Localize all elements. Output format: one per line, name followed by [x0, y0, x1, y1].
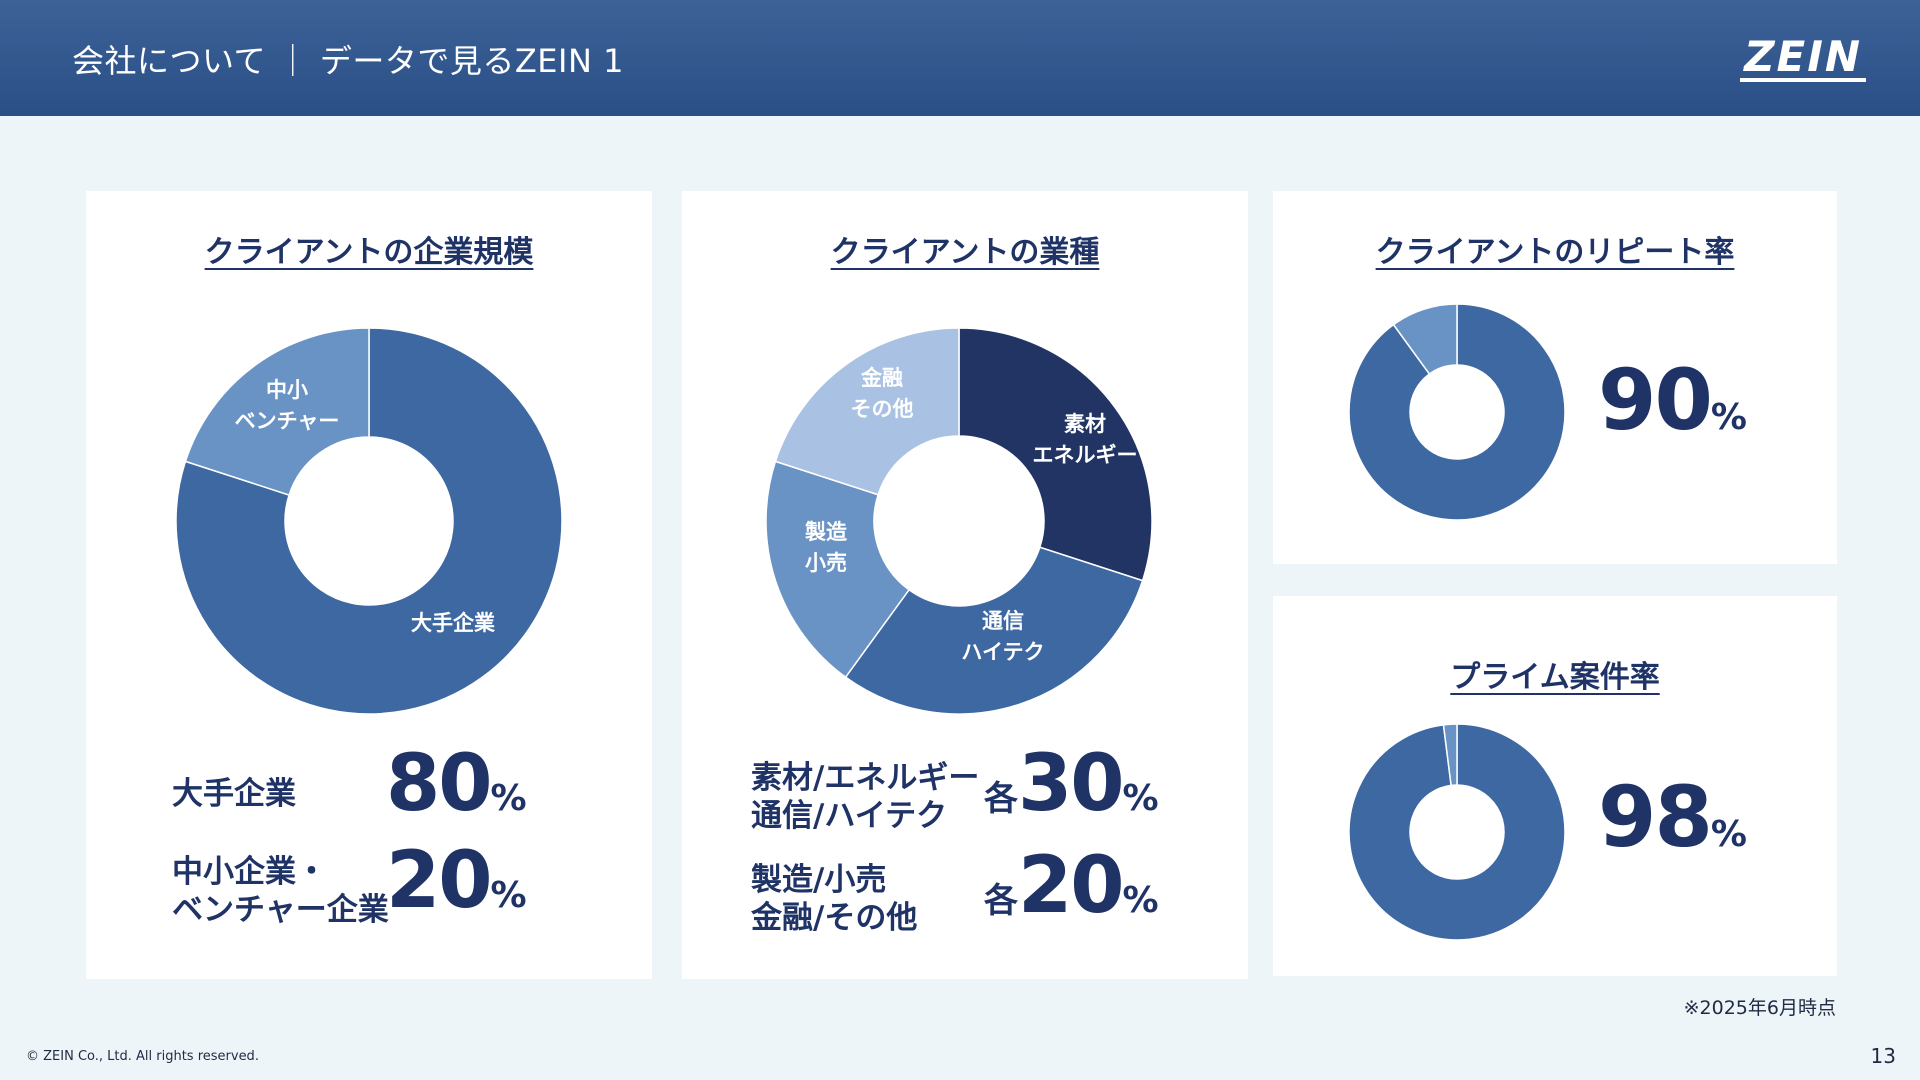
donut-repeat-rate	[1348, 303, 1566, 521]
donut-slice	[958, 327, 1153, 582]
card-title: クライアントの企業規模	[204, 235, 534, 270]
stat-value-small: 20%	[386, 836, 527, 926]
card-client-industry: クライアントの業種 素材 エネルギー 通信 ハイテク 製造 小売 金融 その他 …	[682, 191, 1248, 979]
segment-label-telecom: 通信	[982, 609, 1024, 633]
segment-label-finance: その他	[851, 397, 914, 421]
donut-client-scale: 大手企業 中小 ベンチャー	[175, 327, 563, 715]
stat-label-large: 大手企業	[172, 776, 296, 812]
header-bar: 会社について ｜ データで見るZEIN 1 ZEIN	[0, 0, 1920, 116]
stat-value-prime: 98%	[1598, 768, 1747, 866]
segment-label-retail: 製造	[804, 520, 848, 544]
segment-label-large: 大手企業	[411, 611, 496, 635]
donut-slice	[844, 546, 1144, 715]
segment-label-small: 中小	[266, 378, 308, 402]
date-note: ※2025年6月時点	[1683, 997, 1836, 1019]
card-title: クライアントのリピート率	[1375, 235, 1735, 270]
donut-prime-rate	[1348, 723, 1566, 941]
stat-label-industry-30: 素材/エネルギー 通信/ハイテク	[751, 760, 980, 834]
segment-label-finance: 金融	[860, 366, 903, 390]
donut-client-industry: 素材 エネルギー 通信 ハイテク 製造 小売 金融 その他	[765, 327, 1153, 715]
stat-value-repeat: 90%	[1598, 351, 1747, 449]
card-repeat-rate: クライアントのリピート率 90%	[1273, 191, 1837, 564]
zein-logo: ZEIN	[1740, 36, 1866, 82]
card-prime-rate: プライム案件率 98%	[1273, 596, 1837, 976]
segment-label-retail: 小売	[805, 551, 847, 575]
donut-slices	[765, 327, 1153, 715]
donut-slice	[1348, 723, 1566, 941]
donut-slices	[1348, 723, 1566, 941]
donut-slices	[175, 327, 563, 715]
page-title: 会社について ｜ データで見るZEIN 1	[72, 42, 624, 80]
donut-slice	[1442, 723, 1458, 787]
stat-label-industry-20: 製造/小売 金融/その他	[751, 862, 918, 936]
segment-label-small: ベンチャー	[235, 409, 340, 433]
stat-value-large: 80%	[386, 739, 527, 829]
donut-slice	[765, 460, 911, 679]
card-client-scale: クライアントの企業規模 大手企業 中小 ベンチャー 大手企業 80% 中小企業・…	[86, 191, 652, 979]
donut-slices	[1348, 303, 1566, 521]
donut-slice	[184, 327, 370, 496]
donut-slice	[1392, 303, 1458, 376]
stat-value-industry-20: 各20%	[984, 841, 1159, 931]
donut-slice	[1348, 303, 1566, 521]
stat-label-small: 中小企業・ ベンチャー企業	[172, 854, 389, 928]
copyright-text: © ZEIN Co., Ltd. All rights reserved.	[26, 1049, 259, 1064]
donut-slice	[774, 327, 960, 496]
page-number: 13	[1870, 1044, 1896, 1068]
card-title: クライアントの業種	[830, 235, 1100, 270]
card-title: プライム案件率	[1450, 660, 1660, 695]
stat-value-industry-30: 各30%	[984, 739, 1159, 829]
segment-label-materials: エネルギー	[1033, 443, 1138, 467]
segment-label-materials: 素材	[1064, 412, 1106, 436]
donut-slice	[175, 327, 563, 715]
segment-label-telecom: ハイテク	[961, 640, 1044, 664]
